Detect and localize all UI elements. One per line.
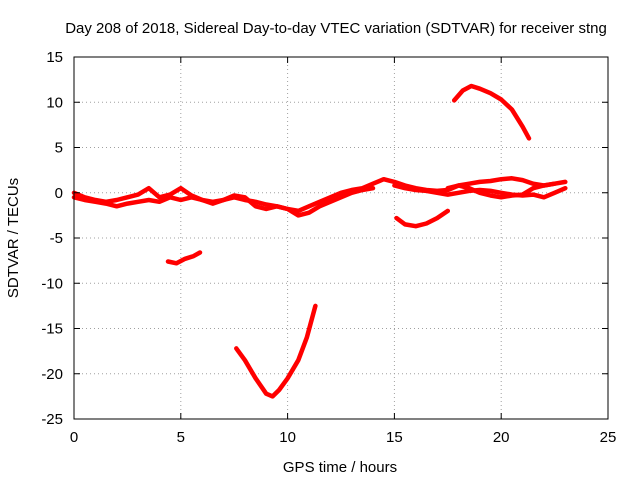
chart-title: Day 208 of 2018, Sidereal Day-to-day VTE… bbox=[65, 20, 607, 37]
x-axis-label: GPS time / hours bbox=[283, 459, 397, 476]
x-tick-label: 0 bbox=[70, 429, 78, 446]
y-tick-label: -5 bbox=[50, 230, 63, 247]
data-series bbox=[71, 83, 568, 399]
y-tick-label: 5 bbox=[55, 140, 63, 157]
y-axis-label: SDTVAR / TECUs bbox=[5, 178, 22, 298]
x-tick-label: 15 bbox=[386, 429, 403, 446]
series-track-f bbox=[234, 303, 318, 399]
y-tick-label: -10 bbox=[41, 275, 63, 292]
axis-ticks: 0 5 10 15 20 25 15 10 5 0 -5 -10 -15 -20 -25 bbox=[41, 49, 616, 446]
series-track-h bbox=[451, 83, 532, 141]
y-tick-label: 10 bbox=[46, 94, 63, 111]
x-tick-label: 10 bbox=[279, 429, 296, 446]
y-tick-label: -15 bbox=[41, 321, 63, 338]
x-tick-label: 20 bbox=[493, 429, 510, 446]
x-tick-label: 5 bbox=[177, 429, 185, 446]
y-tick-label: -20 bbox=[41, 366, 63, 383]
x-tick-label: 25 bbox=[600, 429, 617, 446]
y-tick-label: -25 bbox=[41, 411, 63, 428]
y-tick-label: 15 bbox=[46, 49, 63, 66]
series-track-d bbox=[445, 181, 557, 200]
series-track-b bbox=[71, 185, 376, 218]
series-track-e bbox=[165, 250, 203, 266]
series-track-c bbox=[392, 183, 568, 200]
y-tick-label: 0 bbox=[55, 185, 63, 202]
series-track-g bbox=[394, 208, 451, 229]
series-track-a bbox=[71, 176, 568, 214]
